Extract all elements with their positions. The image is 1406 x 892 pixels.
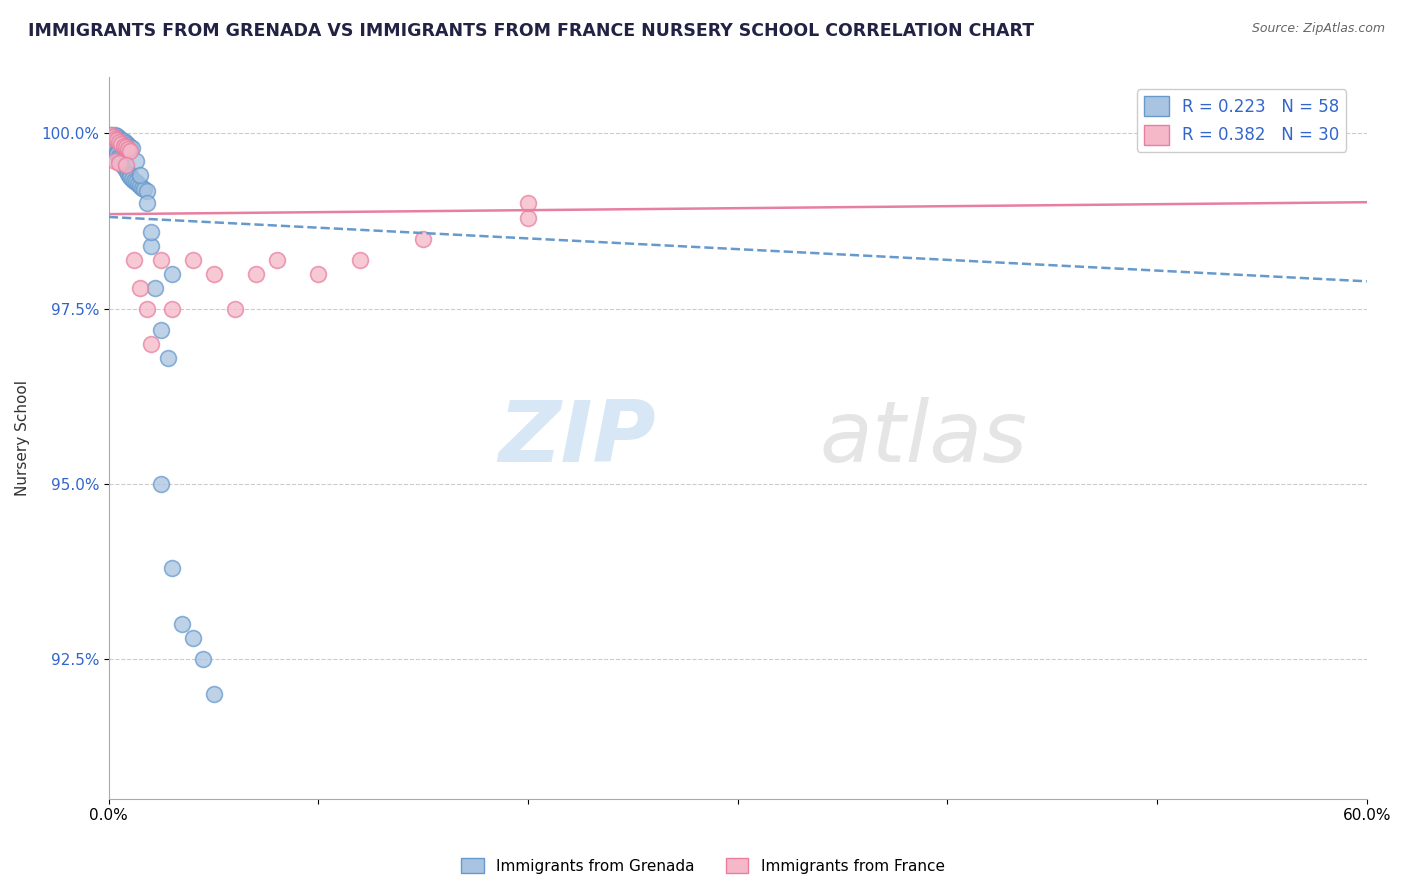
Point [110, 133, 132, 147]
Point [129, 169, 152, 183]
Point [131, 181, 153, 195]
Point [108, 149, 131, 163]
Point [112, 134, 135, 148]
Point [134, 182, 156, 196]
Point [108, 151, 131, 165]
Point [125, 176, 148, 190]
Point [108, 153, 131, 167]
Point [129, 179, 152, 194]
Point [156, 351, 179, 365]
Point [105, 146, 128, 161]
Point [129, 280, 152, 294]
Point [143, 280, 166, 294]
Point [160, 560, 183, 574]
Point [202, 267, 225, 281]
Point [110, 154, 132, 169]
Point [100, 130, 122, 145]
Point [139, 238, 162, 252]
Point [118, 140, 141, 154]
Point [101, 130, 124, 145]
Point [112, 158, 135, 172]
Point [160, 267, 183, 281]
Legend: Immigrants from Grenada, Immigrants from France: Immigrants from Grenada, Immigrants from… [456, 852, 950, 880]
Point [117, 167, 139, 181]
Point [117, 165, 139, 179]
Point [114, 136, 136, 151]
Point [127, 177, 149, 191]
Point [121, 172, 143, 186]
Point [108, 135, 131, 149]
Point [104, 154, 127, 169]
Point [135, 301, 157, 316]
Legend: R = 0.223   N = 58, R = 0.382   N = 30: R = 0.223 N = 58, R = 0.382 N = 30 [1137, 89, 1346, 152]
Point [105, 133, 128, 147]
Point [517, 211, 540, 225]
Point [100, 132, 122, 146]
Point [108, 131, 131, 145]
Y-axis label: Nursery School: Nursery School [15, 380, 30, 496]
Point [101, 136, 124, 151]
Point [193, 651, 215, 665]
Point [202, 687, 225, 701]
Point [150, 476, 173, 491]
Point [112, 139, 135, 153]
Point [118, 169, 141, 184]
Point [105, 144, 128, 158]
Point [118, 144, 141, 158]
Point [105, 147, 128, 161]
Point [117, 142, 139, 156]
Point [118, 169, 141, 183]
Point [114, 162, 136, 177]
Point [114, 140, 136, 154]
Point [224, 301, 246, 316]
Point [412, 231, 434, 245]
Point [114, 161, 136, 176]
Point [101, 133, 124, 147]
Point [117, 137, 139, 152]
Point [135, 196, 157, 211]
Point [101, 135, 124, 149]
Point [135, 184, 157, 198]
Point [160, 301, 183, 316]
Point [172, 616, 194, 631]
Point [104, 132, 127, 146]
Point [104, 140, 127, 154]
Point [112, 160, 135, 174]
Point [139, 336, 162, 351]
Point [114, 158, 136, 172]
Point [125, 154, 148, 169]
Point [110, 156, 132, 170]
Point [266, 252, 288, 267]
Point [181, 252, 204, 267]
Point [104, 142, 127, 156]
Point [150, 322, 173, 336]
Point [104, 128, 127, 142]
Point [104, 139, 127, 153]
Point [1313, 127, 1336, 141]
Point [108, 156, 131, 170]
Text: ZIP: ZIP [498, 397, 657, 480]
Point [150, 252, 173, 267]
Point [181, 631, 204, 645]
Point [100, 128, 122, 142]
Point [1313, 127, 1336, 141]
Point [308, 267, 330, 281]
Point [121, 141, 143, 155]
Point [245, 267, 267, 281]
Point [122, 174, 145, 188]
Point [110, 136, 132, 151]
Text: Source: ZipAtlas.com: Source: ZipAtlas.com [1251, 22, 1385, 36]
Point [105, 129, 128, 144]
Point [349, 252, 371, 267]
Point [122, 252, 145, 267]
Text: atlas: atlas [820, 397, 1028, 480]
Point [517, 196, 540, 211]
Point [100, 128, 122, 142]
Point [139, 225, 162, 239]
Text: IMMIGRANTS FROM GRENADA VS IMMIGRANTS FROM FRANCE NURSERY SCHOOL CORRELATION CHA: IMMIGRANTS FROM GRENADA VS IMMIGRANTS FR… [28, 22, 1035, 40]
